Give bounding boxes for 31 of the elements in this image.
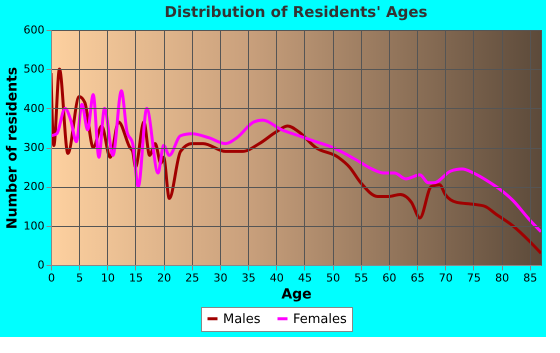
x-tick-label: 30 — [213, 272, 228, 284]
x-tick-label: 55 — [354, 272, 368, 284]
y-tick-label: 400 — [24, 102, 44, 115]
x-tick-label: 85 — [523, 272, 538, 284]
chart-title: Distribution of Residents' Ages — [164, 3, 428, 21]
y-tick-label: 300 — [24, 141, 44, 154]
y-axis-title: Number of residents — [4, 66, 21, 230]
x-tick-label: 45 — [298, 272, 312, 284]
x-tick-label: 40 — [270, 272, 284, 284]
y-tick-label: 100 — [24, 219, 44, 232]
x-tick-label: 20 — [157, 272, 172, 284]
x-tick-label: 10 — [100, 272, 115, 284]
legend-label: Males — [223, 312, 261, 327]
x-tick-label: 0 — [48, 272, 55, 284]
x-tick-label: 5 — [76, 272, 84, 284]
y-tick-label: 0 — [38, 258, 44, 272]
x-tick-label: 25 — [185, 272, 200, 284]
x-tick-label: 35 — [242, 272, 256, 284]
x-tick-label: 60 — [382, 272, 396, 284]
x-tick-label: 15 — [128, 272, 143, 284]
x-tick-label: 80 — [495, 272, 510, 284]
y-tick-label: 600 — [24, 24, 44, 36]
x-axis-title: Age — [281, 286, 312, 302]
line-series — [51, 89, 541, 234]
y-tick-label: 500 — [24, 62, 44, 76]
x-tick-label: 70 — [438, 272, 453, 284]
legend-label: Females — [293, 312, 348, 327]
x-tick-label: 75 — [466, 272, 481, 284]
x-tick-label: 50 — [326, 272, 340, 284]
y-tick-label: 200 — [24, 180, 44, 194]
x-tick-label: 65 — [410, 272, 425, 284]
